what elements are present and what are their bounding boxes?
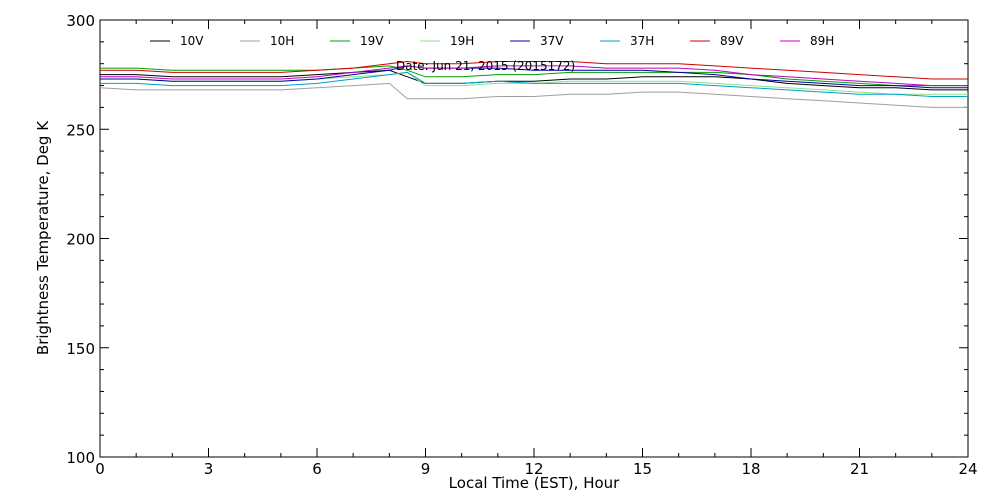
series-lines	[99, 60, 968, 108]
legend-label-19v: 19V	[360, 34, 384, 48]
legend-label-89v: 89V	[720, 34, 744, 48]
x-tick-label: 9	[421, 460, 431, 478]
y-tick-label: 150	[66, 340, 95, 358]
x-tick-label: 0	[95, 460, 105, 478]
legend-label-37v: 37V	[540, 34, 564, 48]
series-line-89h	[100, 65, 968, 87]
series-line-89v	[100, 60, 968, 80]
x-tick-label: 3	[204, 460, 214, 478]
y-tick-label: 250	[66, 121, 95, 139]
series-line-37v	[100, 65, 968, 89]
series-line-19v	[100, 65, 968, 87]
y-tick-label: 100	[66, 449, 95, 467]
series-line-37h	[100, 71, 968, 97]
x-tick-label: 21	[850, 460, 869, 478]
x-tick-label: 12	[524, 460, 543, 478]
series-line-10v	[100, 69, 968, 91]
series-line-10h	[99, 82, 968, 108]
y-tick-label: 200	[66, 231, 95, 249]
legend-label-37h: 37H	[630, 34, 654, 48]
y-axis-title: Brightness Temperature, Deg K	[34, 120, 52, 355]
y-tick-label: 300	[66, 12, 95, 30]
x-tick-label: 15	[633, 460, 652, 478]
legend-label-19h: 19H	[450, 34, 474, 48]
x-axis-title: Local Time (EST), Hour	[449, 474, 620, 492]
x-tick-label: 18	[741, 460, 760, 478]
date-annotation: Date: Jun 21, 2015 (2015172)	[396, 59, 575, 73]
legend: 10V 10H 19V 19H 37V 37H 89V 89H	[150, 34, 834, 48]
axis-ticks: 0 3 6 9 12 15 18 21 24 100 150 200 250 300	[66, 12, 977, 478]
x-tick-label: 24	[958, 460, 977, 478]
legend-label-89h: 89H	[810, 34, 834, 48]
legend-label-10v: 10V	[180, 34, 204, 48]
x-tick-label: 6	[312, 460, 322, 478]
legend-label-10h: 10H	[270, 34, 294, 48]
